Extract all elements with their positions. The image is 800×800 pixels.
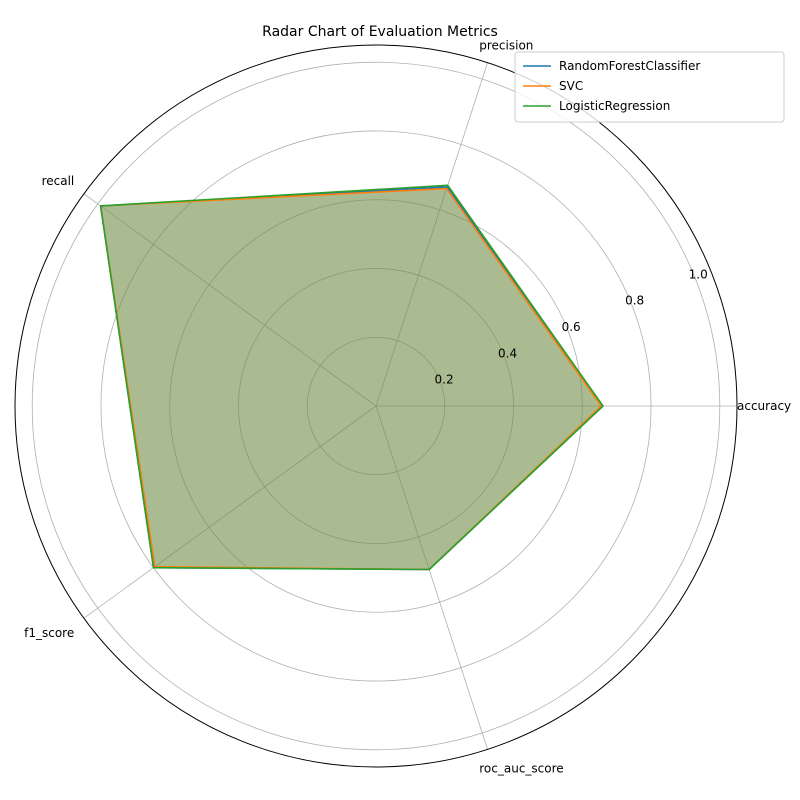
radial-tick-label: 0.6 [562, 320, 581, 334]
category-label-recall: recall [42, 174, 75, 188]
legend-label-0: RandomForestClassifier [559, 59, 700, 73]
series-fill-1 [100, 188, 602, 570]
chart-title: Radar Chart of Evaluation Metrics [262, 24, 498, 40]
category-label-f1_score: f1_score [24, 626, 74, 640]
radial-tick-label: 0.2 [435, 373, 454, 387]
outer-frame [14, 44, 738, 768]
category-label-precision: precision [479, 38, 533, 52]
legend: RandomForestClassifier SVC LogisticRegress… [514, 51, 785, 123]
radial-tick-label: 1.0 [689, 267, 708, 281]
legend-label-2: LogisticRegression [559, 99, 670, 113]
spoke-precision [375, 62, 488, 407]
radar-grid [14, 44, 738, 768]
series-line-2 [99, 184, 604, 571]
category-label-accuracy: accuracy [737, 399, 791, 413]
radial-tick-labels: 0.2 0.4 0.6 0.8 1.0 [435, 267, 708, 386]
radar-series [99, 184, 604, 571]
legend-label-1: SVC [559, 79, 583, 93]
radial-tick-label: 0.8 [625, 294, 644, 308]
series-fill-0 [100, 186, 603, 570]
spoke-f1_score [83, 405, 377, 619]
spoke-recall [83, 193, 377, 407]
spoke-roc_auc_score [375, 405, 488, 750]
category-label-roc_auc_score: roc_auc_score [479, 762, 563, 776]
legend-box [514, 51, 785, 123]
category-labels: accuracy precision recall f1_score roc_auc_s… [24, 38, 791, 775]
radial-tick-label: 0.4 [498, 346, 517, 360]
series-fill-2 [100, 185, 603, 570]
